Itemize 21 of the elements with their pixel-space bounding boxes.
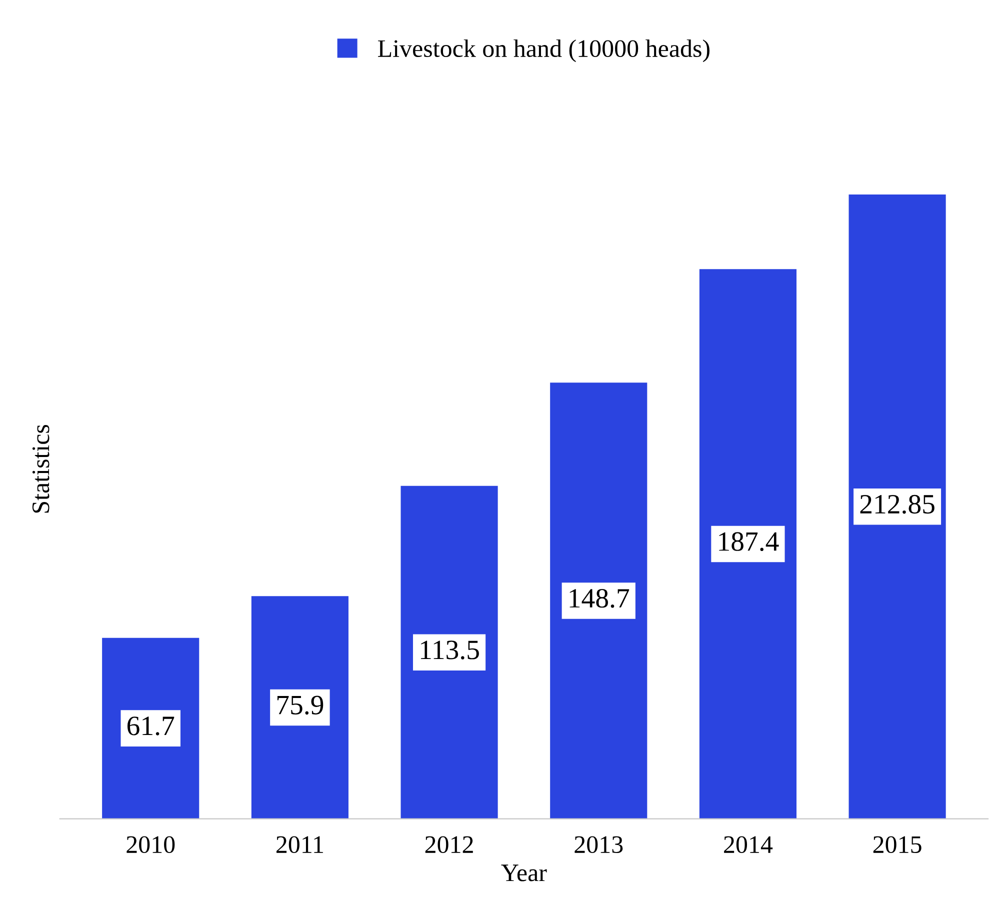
x-tick-label: 2015 bbox=[873, 836, 922, 854]
x-tick-label: 2010 bbox=[126, 836, 175, 854]
x-tick-label: 2012 bbox=[425, 836, 473, 854]
x-tick-label: 2013 bbox=[574, 836, 623, 854]
data-label: 212.85 bbox=[860, 494, 934, 514]
bar bbox=[102, 638, 200, 819]
legend-label: Livestock on hand (10000 heads) bbox=[378, 39, 710, 62]
data-label: 61.7 bbox=[127, 716, 174, 736]
data-label: 187.4 bbox=[719, 532, 779, 552]
bar bbox=[848, 194, 946, 819]
data-label: 113.5 bbox=[420, 640, 479, 660]
x-tick-label: 2014 bbox=[724, 836, 773, 854]
bar bbox=[251, 596, 348, 819]
bar bbox=[400, 486, 498, 819]
bar bbox=[550, 382, 648, 819]
x-tick-label: 2011 bbox=[276, 836, 323, 854]
bar bbox=[699, 269, 796, 819]
x-axis-title: Year bbox=[501, 864, 547, 882]
y-axis-title: Statistics bbox=[32, 424, 50, 513]
data-label: 148.7 bbox=[570, 588, 630, 608]
data-label: 75.9 bbox=[277, 696, 324, 715]
